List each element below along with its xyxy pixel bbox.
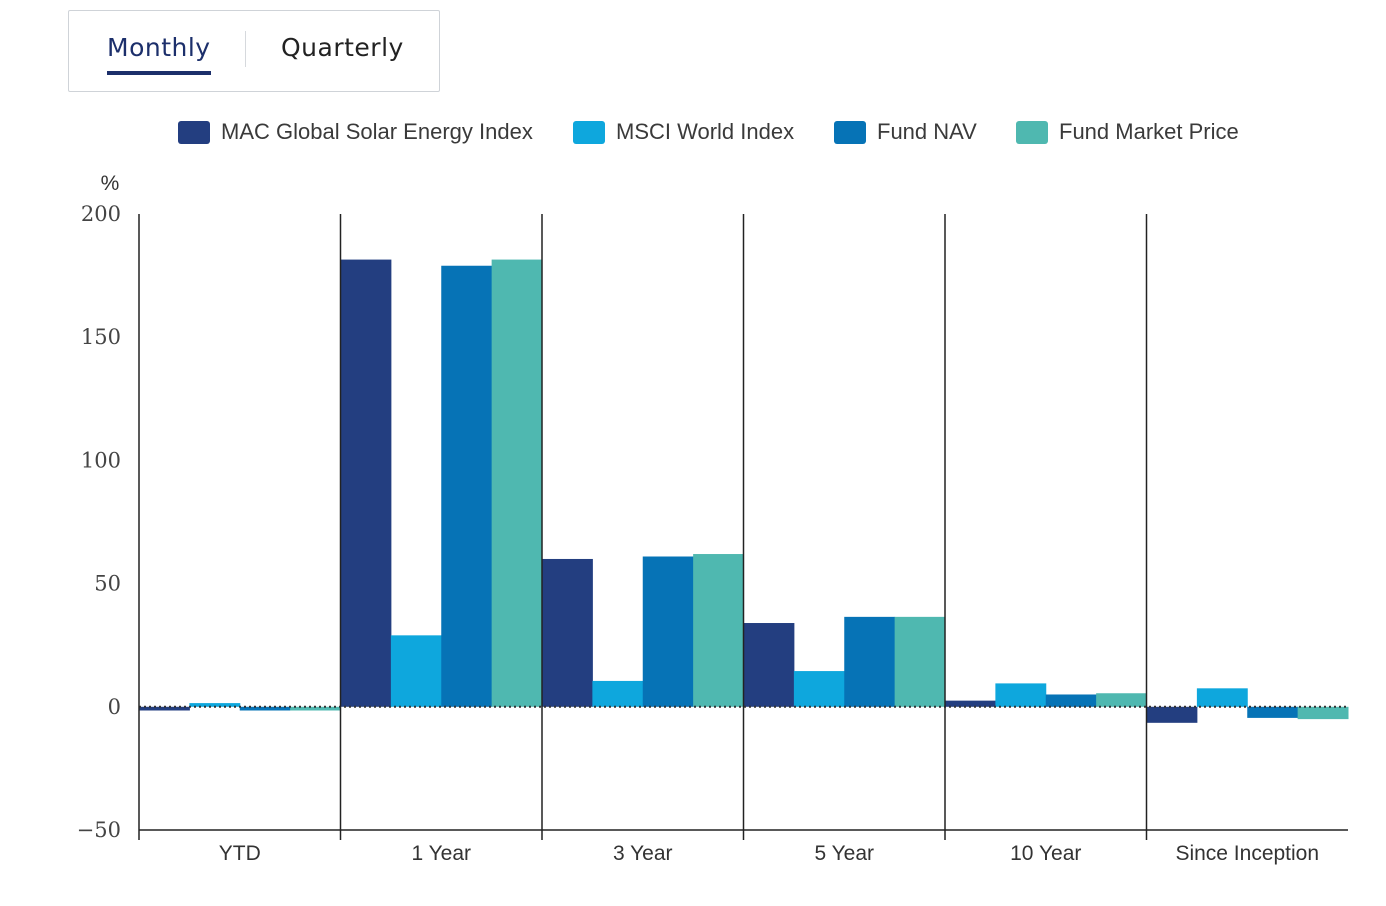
legend-item-mac-global-solar[interactable]: MAC Global Solar Energy Index — [178, 116, 533, 148]
active-tab-underline — [107, 71, 211, 75]
legend-label: MAC Global Solar Energy Index — [221, 119, 533, 144]
bar — [592, 680, 644, 707]
bar — [491, 259, 543, 707]
x-category-label: Since Inception — [1175, 842, 1319, 865]
bar — [1247, 706, 1299, 718]
x-category-label: 5 Year — [814, 842, 874, 865]
tab-divider — [245, 31, 246, 67]
bar — [290, 706, 342, 711]
bar — [1297, 706, 1349, 720]
y-tick-label: 150 — [81, 325, 121, 349]
legend-item-fund-market-price[interactable]: Fund Market Price — [1016, 116, 1239, 148]
bar — [844, 616, 896, 707]
legend-swatch — [834, 120, 866, 144]
bar — [793, 671, 845, 707]
bar — [1096, 693, 1148, 707]
legend-label: Fund Market Price — [1059, 119, 1239, 144]
bar — [1196, 688, 1248, 707]
tab-monthly-label: Monthly — [107, 33, 211, 62]
legend-swatch — [178, 120, 210, 144]
bar — [743, 623, 795, 707]
legend-swatch — [1016, 120, 1048, 144]
bar — [693, 554, 745, 707]
bar — [894, 616, 946, 707]
bar — [642, 556, 694, 707]
bar — [1146, 706, 1198, 723]
legend-item-fund-nav[interactable]: Fund NAV — [834, 116, 977, 148]
y-tick-label: 200 — [81, 202, 121, 226]
period-tabs: Monthly Quarterly — [68, 10, 440, 92]
y-axis-unit-label: % — [101, 172, 120, 195]
x-category-label: 3 Year — [613, 842, 673, 865]
y-tick-label: 100 — [81, 448, 121, 472]
y-tick-label: 0 — [108, 695, 121, 719]
bar — [189, 703, 241, 707]
bar — [945, 700, 996, 707]
y-tick-label: −50 — [77, 818, 121, 842]
legend-label: MSCI World Index — [616, 119, 795, 144]
tab-monthly[interactable]: Monthly — [107, 33, 211, 75]
tab-quarterly[interactable]: Quarterly — [281, 33, 404, 62]
legend-item-msci-world[interactable]: MSCI World Index — [573, 116, 794, 148]
bar — [441, 265, 493, 707]
bar — [139, 706, 190, 711]
chart-legend: MAC Global Solar Energy Index MSCI World… — [0, 116, 1386, 148]
bar — [1045, 694, 1097, 707]
x-category-label: 1 Year — [411, 842, 471, 865]
x-category-label: 10 Year — [1010, 842, 1081, 865]
bar — [390, 635, 442, 707]
x-category-label: YTD — [219, 842, 261, 865]
bar — [995, 683, 1047, 707]
bar — [542, 558, 593, 707]
legend-swatch — [573, 120, 605, 144]
tab-quarterly-label: Quarterly — [281, 33, 404, 62]
bar — [340, 259, 392, 707]
legend-label: Fund NAV — [877, 119, 977, 144]
y-tick-label: 50 — [94, 572, 121, 596]
bar — [239, 706, 291, 711]
